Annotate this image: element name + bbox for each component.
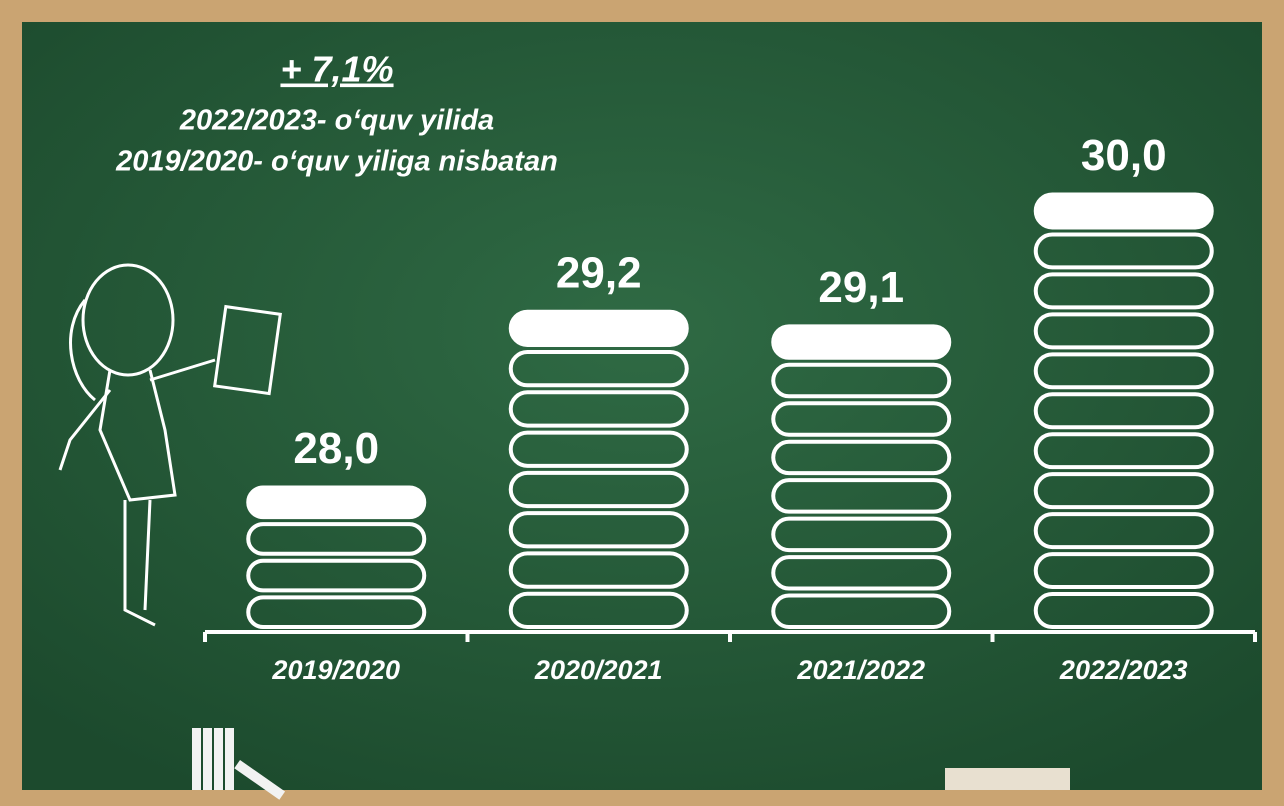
annotation-line: 2019/2020- o‘quv yiliga nisbatan	[115, 146, 558, 178]
bar-segment	[771, 362, 952, 399]
bar-segment	[246, 558, 427, 593]
value-label: 29,2	[556, 248, 642, 297]
bar-segment	[1033, 312, 1214, 350]
bar-segment	[508, 470, 689, 509]
bar-segment	[771, 516, 952, 553]
value-label: 29,1	[818, 263, 904, 312]
x-tick-label: 2019/2020	[271, 655, 400, 685]
annotation-headline: + 7,1%	[280, 49, 393, 90]
bar-segment	[246, 595, 427, 629]
bar-segment	[508, 551, 689, 589]
bar-segment	[508, 390, 689, 428]
value-label: 28,0	[293, 424, 379, 473]
bar-segment	[771, 401, 952, 437]
bar	[508, 309, 689, 630]
bar-segment	[771, 439, 952, 476]
bar-segment	[1033, 272, 1214, 310]
bar-segment	[508, 430, 689, 468]
bar-segment	[771, 324, 952, 360]
bar-segment	[1033, 352, 1214, 390]
bar	[1033, 192, 1214, 630]
bar-segment	[1033, 432, 1214, 470]
x-tick-label: 2020/2021	[534, 655, 663, 685]
bar-segment	[246, 485, 427, 520]
bar-segment	[1033, 552, 1214, 590]
teacher-illustration	[58, 263, 282, 627]
bar-segment	[771, 555, 952, 591]
bar-segment	[1033, 232, 1214, 270]
bar-segment	[1033, 192, 1214, 230]
x-tick-label: 2021/2022	[796, 655, 925, 685]
bar-segment	[771, 593, 952, 630]
bar-segment	[1033, 592, 1214, 630]
bar-segment	[508, 349, 689, 388]
bar-segment	[1033, 392, 1214, 430]
bar-segment	[508, 511, 689, 549]
chalk	[192, 728, 1070, 800]
board	[22, 22, 1262, 790]
bar-segment	[771, 478, 952, 514]
value-label: 30,0	[1081, 131, 1167, 180]
bar	[771, 324, 952, 630]
annotation-line: 2022/2023- o‘quv yilida	[179, 105, 494, 137]
bar-segment	[246, 522, 427, 556]
bar-segment	[1033, 512, 1214, 550]
bar-segment	[508, 591, 689, 630]
bar	[246, 485, 427, 629]
bar-segment	[508, 309, 689, 347]
x-tick-label: 2022/2023	[1059, 655, 1188, 685]
bar-segment	[1033, 472, 1214, 510]
